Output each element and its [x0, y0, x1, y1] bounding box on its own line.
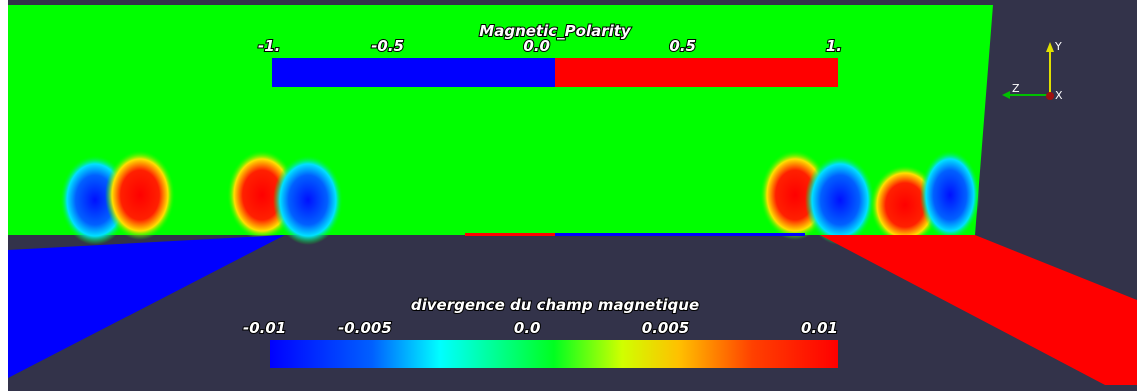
axis-label: Y — [1054, 40, 1062, 53]
frame-edge — [0, 0, 8, 391]
dipoles — [60, 150, 980, 245]
axis-label: Z — [1012, 82, 1020, 95]
z-arrow — [1002, 91, 1010, 99]
tick-label: 0.01 — [801, 319, 838, 337]
tick-label: -1. — [258, 37, 280, 55]
blue-lobe — [273, 155, 343, 245]
blue-lobe — [805, 155, 875, 245]
x-axis — [1046, 92, 1054, 100]
colorbar-divergence — [270, 340, 838, 368]
tick-label: -0.005 — [338, 319, 392, 337]
axis-label: X — [1055, 89, 1063, 102]
orientation-axes: Y Z X — [1002, 40, 1063, 102]
red-magnet — [820, 235, 1137, 385]
tick-label: 0.005 — [642, 319, 689, 337]
tick-label: -0.5 — [371, 37, 404, 55]
colorbar-title: divergence du champ magnetique — [411, 296, 699, 314]
y-arrow — [1046, 42, 1054, 52]
tick-label: -0.01 — [243, 319, 286, 337]
blue-magnet — [8, 235, 285, 378]
colorbar-negative — [272, 58, 555, 87]
thin-blue-strip — [555, 233, 805, 236]
tick-label: 0.0 — [523, 37, 550, 55]
colorbar-positive — [555, 58, 838, 87]
tick-label: 0.0 — [514, 319, 541, 337]
red-lobe — [105, 150, 175, 240]
tick-label: 0.5 — [669, 37, 696, 55]
blue-lobe — [920, 150, 980, 240]
tick-label: 1. — [826, 37, 842, 55]
thin-red-strip — [465, 233, 555, 236]
colorbar-title: Magnetic_Polarity — [479, 22, 632, 40]
